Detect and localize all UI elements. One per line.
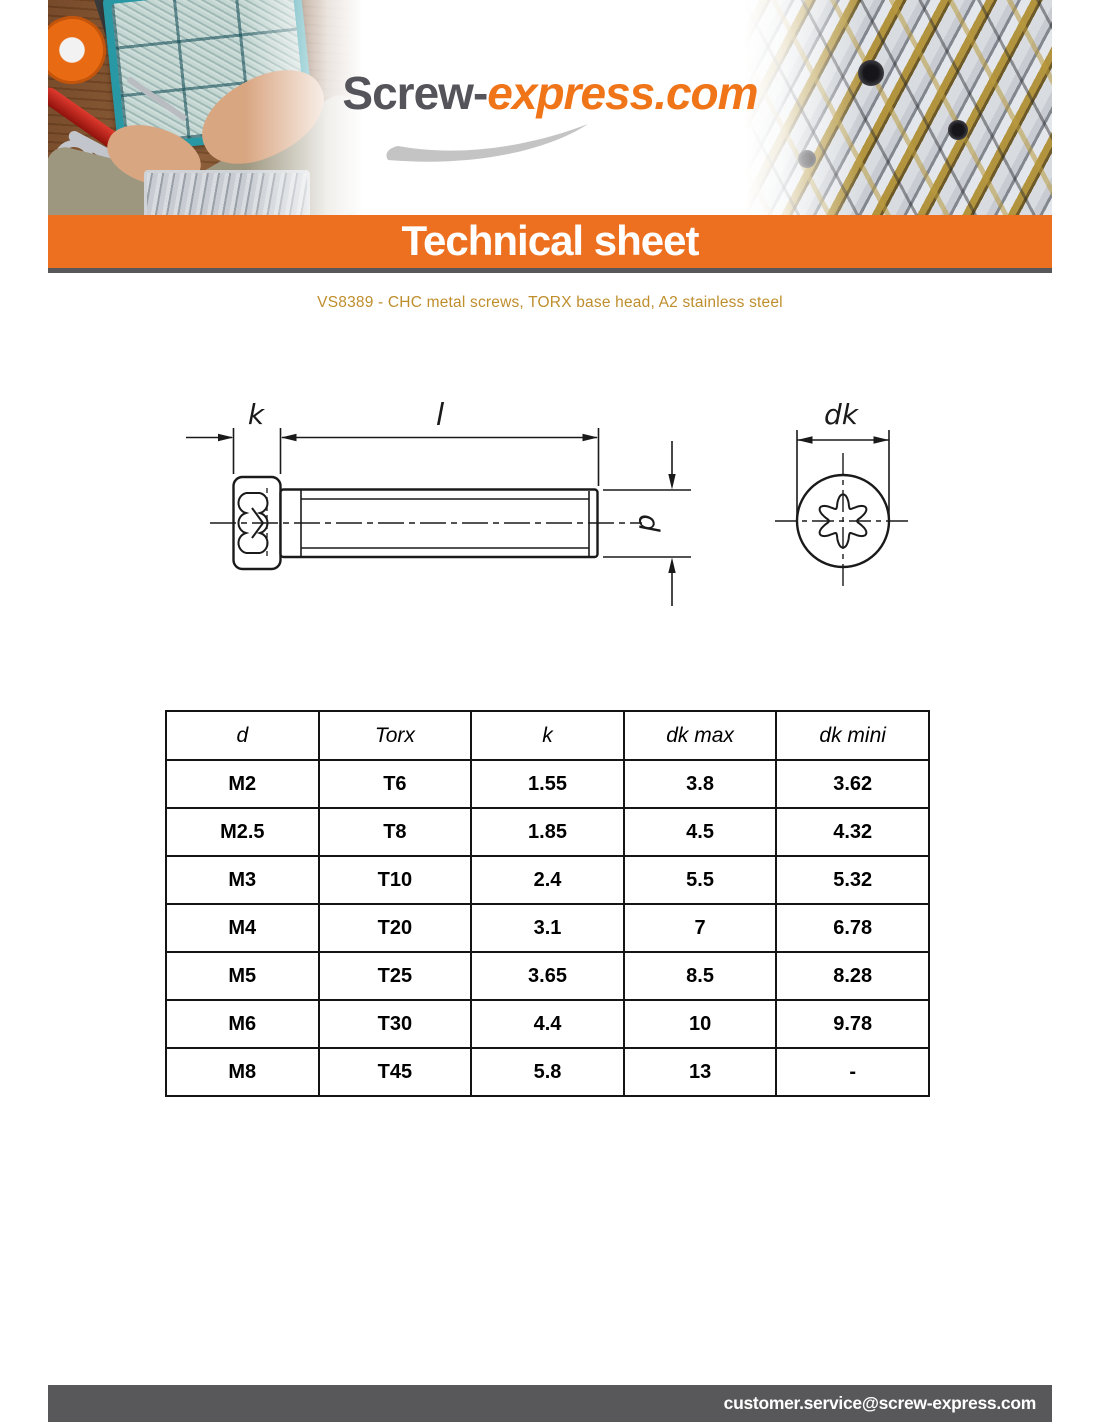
- table-cell: 1.85: [470, 807, 625, 857]
- photo-fade-overlay: [738, 0, 1052, 215]
- table-cell: M3: [165, 855, 320, 905]
- table-cell: 10: [622, 999, 778, 1049]
- table-cell: T8: [317, 807, 473, 857]
- table-cell: M5: [165, 951, 320, 1001]
- spec-table-head: d Torx k dk max dk mini: [165, 710, 930, 761]
- table-row: M3 T10 2.4 5.5 5.32: [165, 855, 930, 905]
- table-row: M4 T20 3.1 7 6.78: [165, 903, 930, 953]
- table-cell: 3.1: [470, 903, 625, 953]
- table-row: M6 T30 4.4 10 9.78: [165, 999, 930, 1049]
- logo-text-express: express.com: [487, 67, 758, 119]
- right-header-photo: [738, 0, 1052, 215]
- table-cell: 5.8: [470, 1047, 625, 1097]
- column-header: k: [470, 710, 625, 761]
- contact-email[interactable]: customer.service@screw-express.com: [723, 1393, 1037, 1413]
- table-cell: 3.65: [470, 951, 625, 1001]
- spec-table-body: M2 T6 1.55 3.8 3.62 M2.5 T8 1.85 4.5 4.32 M3 T10 2.4…: [165, 759, 930, 1097]
- table-cell: 5.32: [775, 855, 930, 905]
- table-row: M5 T25 3.65 8.5 8.28: [165, 951, 930, 1001]
- left-header-photo: [48, 0, 366, 215]
- footer-bar: customer.service@screw-express.com: [48, 1385, 1052, 1422]
- table-cell: 6.78: [775, 903, 930, 953]
- product-subtitle: VS8389 - CHC metal screws, TORX base hea…: [317, 294, 783, 311]
- column-header: dk max: [622, 710, 778, 761]
- table-cell: M4: [165, 903, 320, 953]
- table-row: M2 T6 1.55 3.8 3.62: [165, 759, 930, 809]
- page-title-banner: Technical sheet: [48, 215, 1052, 268]
- table-row: M8 T45 5.8 13-: [165, 1047, 930, 1097]
- table-cell: 3.62: [775, 759, 930, 809]
- table-cell: T30: [317, 999, 473, 1049]
- table-cell: T10: [317, 855, 473, 905]
- table-cell: 2.4: [470, 855, 625, 905]
- screw-side-view: [186, 428, 691, 606]
- banner-divider: [48, 268, 1052, 273]
- column-header: dk mini: [775, 710, 930, 761]
- screw-front-view: [775, 430, 911, 589]
- table-cell: 4.32: [775, 807, 930, 857]
- column-header: d: [165, 710, 320, 761]
- photo-fade-overlay: [48, 0, 366, 215]
- table-row: M2.5 T8 1.85 4.5 4.32: [165, 807, 930, 857]
- table-cell: 8.5: [622, 951, 778, 1001]
- table-cell: M2.5: [165, 807, 320, 857]
- table-cell: M6: [165, 999, 320, 1049]
- table-cell: T6: [317, 759, 473, 809]
- table-cell: M8: [165, 1047, 320, 1097]
- table-cell: 1.55: [470, 759, 625, 809]
- logo-text-screw: Screw-: [342, 67, 488, 119]
- table-cell: 8.28: [775, 951, 930, 1001]
- dim-label-l: l: [436, 398, 445, 433]
- table-cell: -: [775, 1047, 930, 1097]
- spec-table: d Torx k dk max dk mini M2 T6 1.55 3.8 3.62 M2.5 T…: [165, 710, 930, 1097]
- table-cell: 9.78: [775, 999, 930, 1049]
- table-cell: 4.4: [470, 999, 625, 1049]
- table-cell: 3.8: [622, 759, 778, 809]
- table-cell: 7: [622, 903, 778, 953]
- table-cell: T25: [317, 951, 473, 1001]
- table-cell: 5.5: [622, 855, 778, 905]
- header-row: d Torx k dk max dk mini: [165, 710, 930, 761]
- table-cell: M2: [165, 759, 320, 809]
- dim-label-k: k: [248, 398, 266, 431]
- dim-label-dk: dk: [824, 398, 860, 431]
- table-cell: T45: [317, 1047, 473, 1097]
- page-title: Technical sheet: [401, 217, 699, 264]
- site-logo: Screw-express.com: [0, 66, 1100, 120]
- table-cell: 4.5: [622, 807, 778, 857]
- column-header: Torx: [317, 710, 473, 761]
- table-cell: 13: [622, 1047, 778, 1097]
- dim-label-d: d: [633, 514, 666, 532]
- torx-recess-icon: [818, 493, 868, 549]
- table-cell: T20: [317, 903, 473, 953]
